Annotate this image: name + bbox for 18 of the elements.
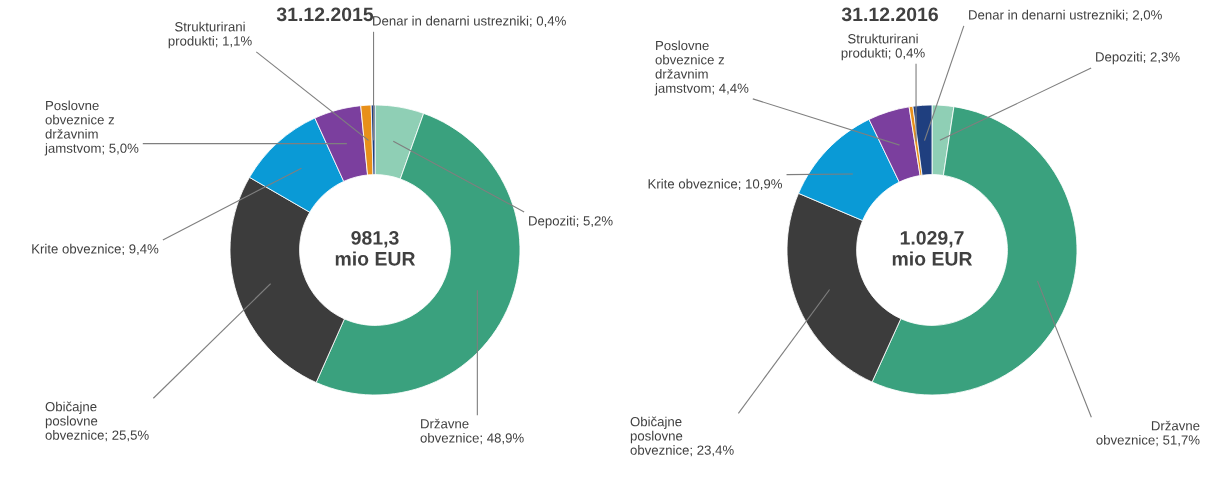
slice-label: Strukturirani produkti; 1,1% <box>168 21 252 49</box>
slice-label: Depoziti; 5,2% <box>529 215 613 229</box>
chart-title: 31.12.2016 <box>841 7 938 22</box>
slice-label: Krite obveznice; 9,4% <box>32 243 159 256</box>
slice-label: Depoziti; 2,3% <box>1096 51 1180 65</box>
slice-label: Poslovne obveznice z državnim jamstvom; 5,0% <box>44 100 139 156</box>
slice-label: Krite obveznice; 10,9% <box>648 178 783 191</box>
slice-label: Državne obveznice; 51,7% <box>1096 420 1200 447</box>
slice-label: Strukturirani produkti; 0,4% <box>841 33 925 61</box>
slice-label: Denar in denarni ustrezniki; 0,4% <box>373 15 566 28</box>
slice-label: Denar in denarni ustrezniki; 2,0% <box>969 9 1162 22</box>
slice-label: Običajne poslovne obveznice; 23,4% <box>630 416 734 457</box>
slice-label: Običajne poslovne obveznice; 25,5% <box>45 401 149 442</box>
slice-label: Poslovne obveznice z državnim jamstvom; 4,4% <box>654 40 749 96</box>
text: 1.029,7 mio EUR <box>892 230 973 266</box>
chart-title: 31.12.2015 <box>276 7 374 22</box>
slice-label: Državne obveznice; 48,9% <box>420 418 524 445</box>
text: 981,3 mio EUR <box>335 230 416 266</box>
